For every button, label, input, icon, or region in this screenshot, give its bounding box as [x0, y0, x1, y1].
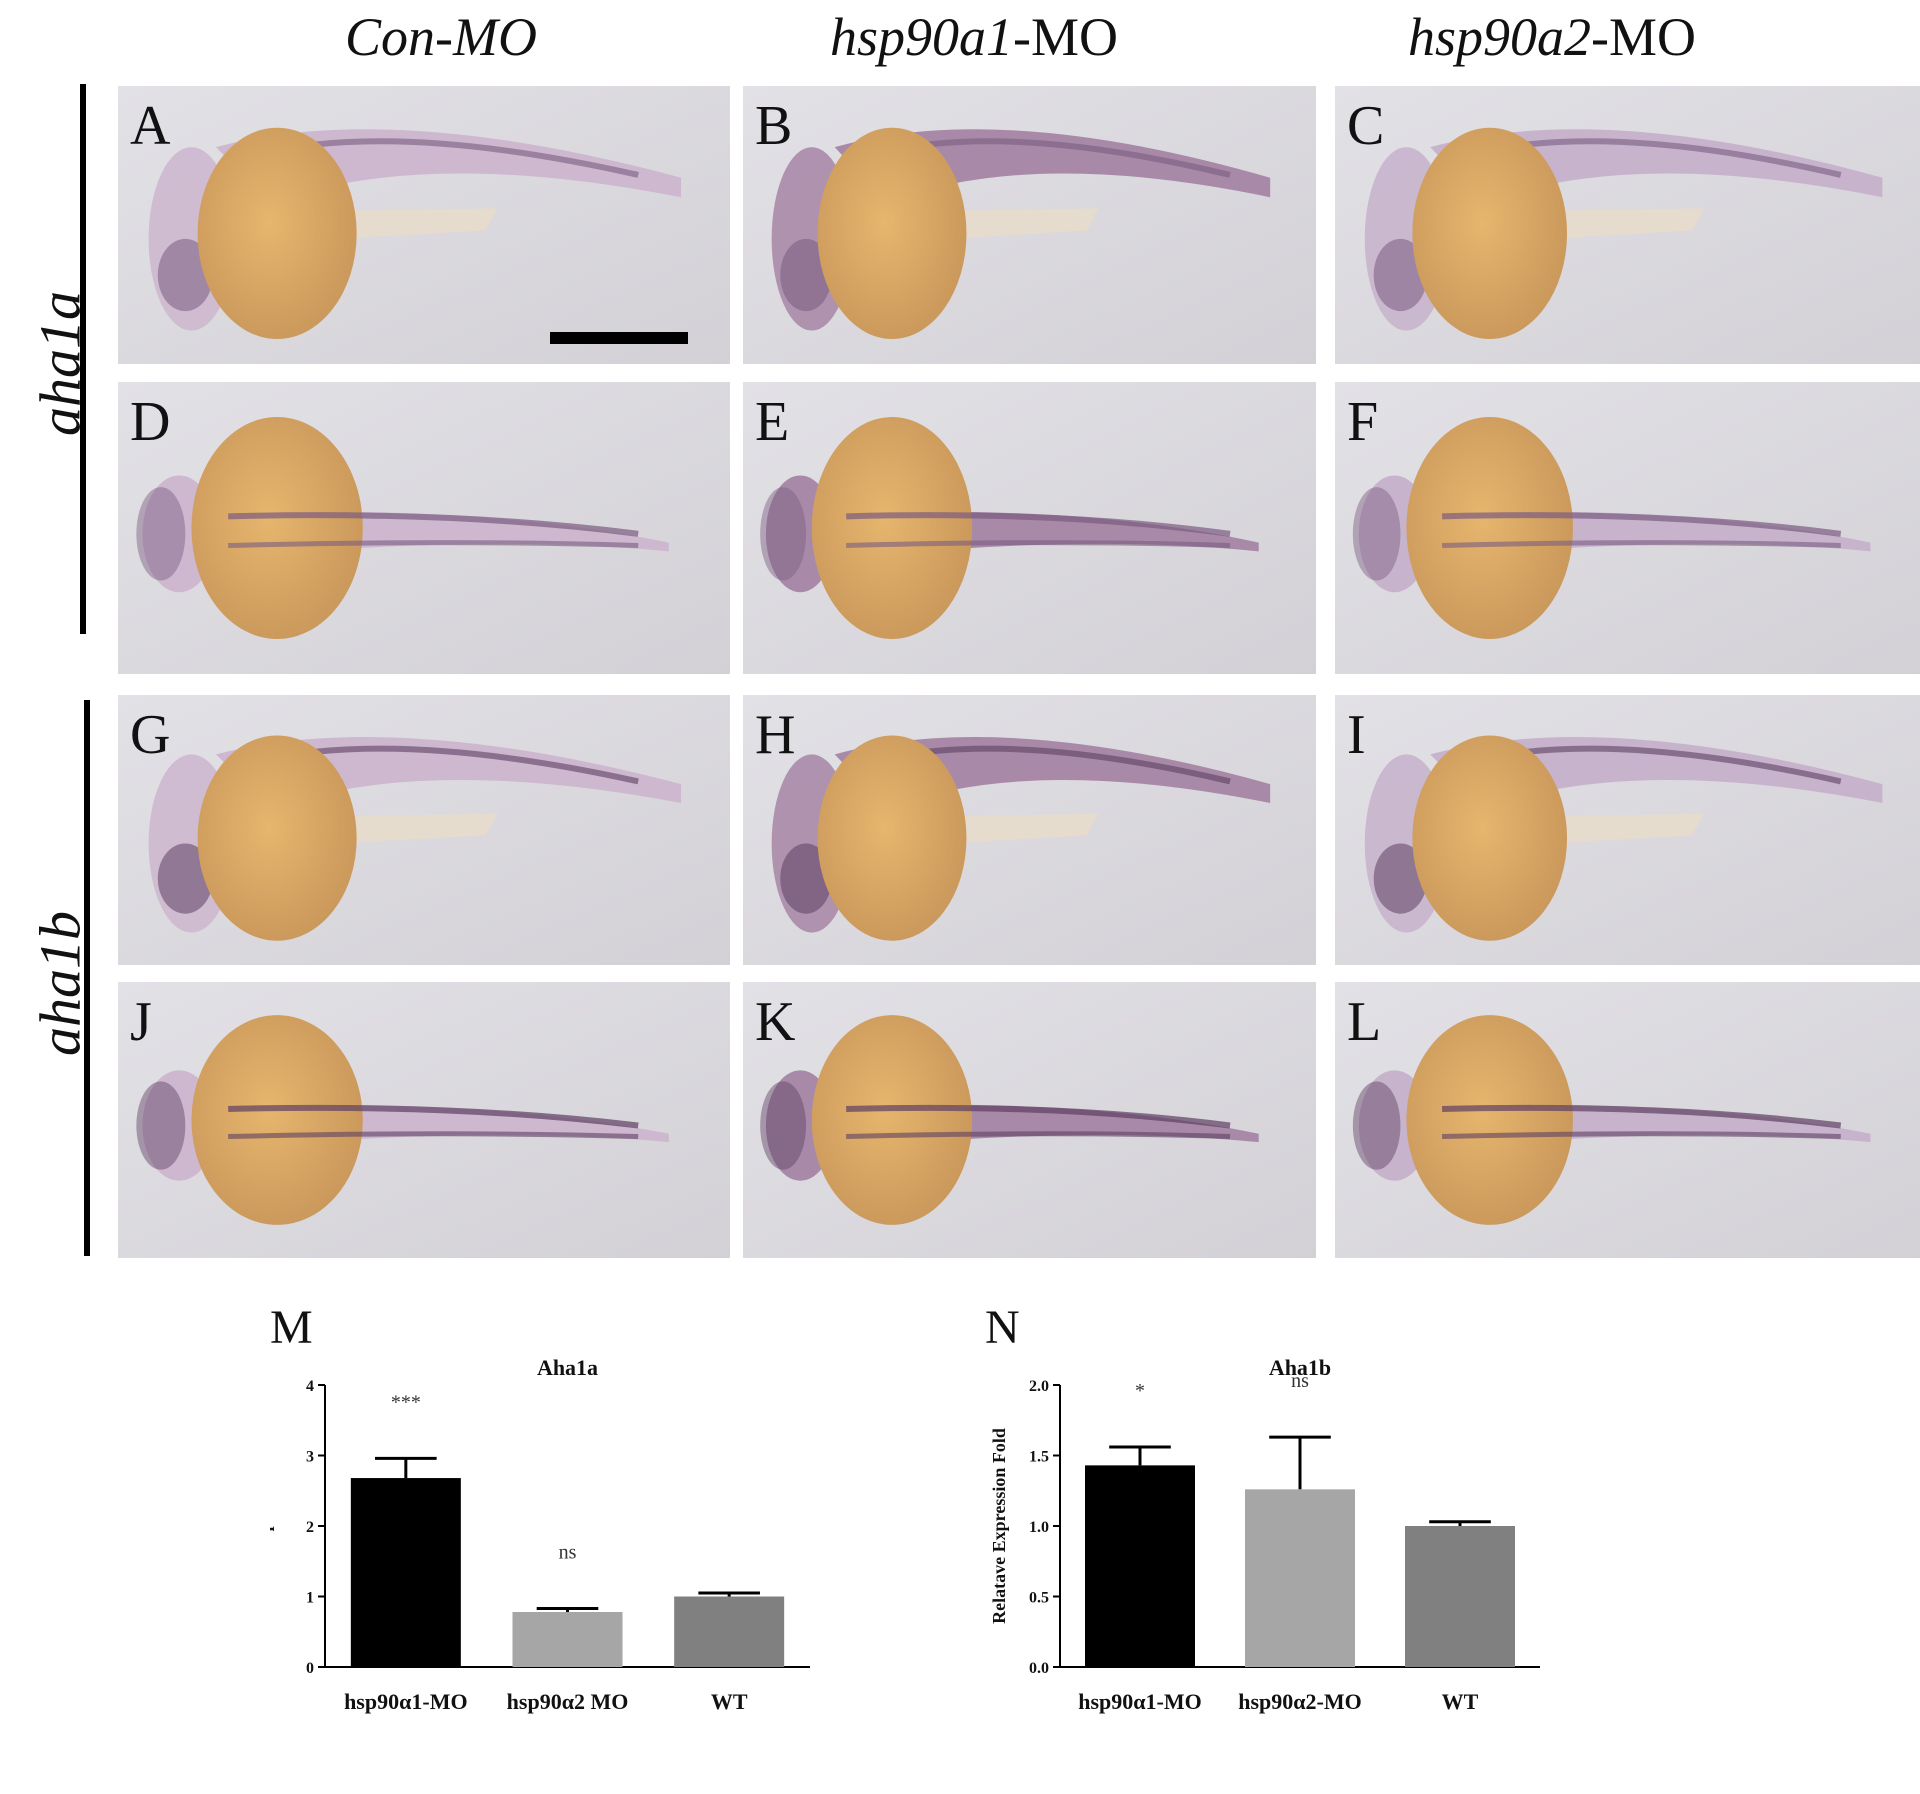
embryo-image-g [118, 695, 730, 965]
chart-letter-n: N [985, 1301, 1020, 1354]
significance-label: *** [391, 1391, 421, 1413]
embryo-image-d [118, 382, 730, 674]
chart-title: Aha1a [537, 1355, 598, 1380]
bar-chart-aha1a-svg: Aha1a Relatave Expression Fold 0 1 2 3 4 *** hsp… [254, 1355, 810, 1714]
panel-label-e: E [755, 391, 790, 453]
y-tick-label: 1.0 [1029, 1519, 1049, 1536]
panel-label-h: H [755, 704, 796, 766]
bar [674, 1596, 785, 1667]
embryo-image-k [743, 982, 1316, 1258]
micrograph-panel-g: G [118, 695, 730, 965]
panel-label-f: F [1347, 391, 1379, 453]
panel-label-l: L [1347, 991, 1382, 1053]
micrograph-panel-i: I [1335, 695, 1920, 965]
micrograph-panel-f: F [1335, 382, 1920, 674]
row-bracket-aha1a [80, 84, 86, 634]
scale-bar [550, 332, 688, 344]
y-axis-label: Relatave Expression Fold [989, 1428, 1009, 1624]
y-tick-label: 0.5 [1029, 1590, 1049, 1607]
y-tick-label: 3 [306, 1449, 314, 1466]
row-label-aha1a: aha1a [27, 291, 93, 436]
micrograph-panel-a: A [118, 86, 730, 364]
embryo-image-h [743, 695, 1316, 965]
panel-label-k: K [755, 991, 796, 1053]
panel-label-d: D [130, 391, 171, 453]
column-header-hsp90a2-mo: hsp90a2-MO [1408, 7, 1697, 67]
micrograph-panel-k: K [743, 982, 1316, 1258]
bar [512, 1612, 623, 1667]
significance-label: ns [1291, 1370, 1309, 1392]
panel-label-b: B [755, 95, 793, 157]
micrograph-panel-h: H [743, 695, 1316, 965]
embryo-image-e [743, 382, 1316, 674]
y-tick-label: 0.0 [1029, 1660, 1049, 1677]
column-header-italic: hsp90a1 [830, 7, 1014, 67]
panel-label-j: J [130, 991, 152, 1053]
embryo-image-c [1335, 86, 1920, 364]
panel-label-i: I [1347, 704, 1366, 766]
y-tick-label: 4 [306, 1378, 314, 1395]
micrograph-panel-d: D [118, 382, 730, 674]
x-tick-label: WT [711, 1689, 748, 1714]
bar-chart-aha1b: Aha1b Relatave Expression Fold 0.0 0.5 1.0 1.… [980, 1345, 1580, 1785]
bar [1245, 1489, 1355, 1667]
x-tick-label: hsp90α1-MO [344, 1689, 468, 1714]
y-tick-label: 1.5 [1029, 1449, 1049, 1466]
micrograph-panel-b: B [743, 86, 1316, 364]
embryo-image-f [1335, 382, 1920, 674]
y-tick-label: 2 [306, 1519, 314, 1536]
embryo-image-i [1335, 695, 1920, 965]
panel-label-c: C [1347, 95, 1385, 157]
x-tick-label: hsp90α2 MO [507, 1689, 629, 1714]
significance-label: * [1135, 1380, 1145, 1402]
bar [1405, 1526, 1515, 1667]
row-label-aha1b: aha1b [27, 911, 93, 1056]
x-tick-label: WT [1442, 1689, 1479, 1714]
panel-label-a: A [130, 95, 171, 157]
bar-chart-aha1a: Aha1a Relatave Expression Fold 0 1 2 3 4 *** hsp… [254, 1345, 830, 1785]
column-header-con-mo: Con-MO [345, 6, 537, 68]
y-tick-label: 2.0 [1029, 1378, 1049, 1395]
bar [350, 1478, 461, 1667]
micrograph-panel-j: J [118, 982, 730, 1258]
significance-label: ns [559, 1541, 577, 1563]
micrograph-panel-l: L [1335, 982, 1920, 1258]
micrograph-panel-c: C [1335, 86, 1920, 364]
bar [1085, 1465, 1195, 1667]
row-bracket-aha1b [84, 700, 90, 1256]
column-header-hsp90a1-mo: hsp90a1-MO [830, 7, 1119, 67]
panel-label-g: G [130, 704, 171, 766]
embryo-image-b [743, 86, 1316, 364]
y-tick-label: 0 [306, 1660, 314, 1677]
bar-chart-aha1b-svg: Aha1b Relatave Expression Fold 0.0 0.5 1.0 1.… [989, 1355, 1540, 1714]
embryo-image-l [1335, 982, 1920, 1258]
y-axis-label: Relatave Expression Fold [270, 1428, 274, 1624]
x-tick-label: hsp90α1-MO [1078, 1689, 1202, 1714]
y-tick-label: 1 [306, 1590, 314, 1607]
x-tick-label: hsp90α2-MO [1238, 1689, 1362, 1714]
chart-letter-m: M [270, 1301, 313, 1354]
embryo-image-j [118, 982, 730, 1258]
column-header-italic: hsp90a2 [1408, 7, 1592, 67]
chart-title: Aha1b [1269, 1355, 1331, 1380]
column-header-italic: Con-MO [345, 7, 537, 67]
micrograph-panel-e: E [743, 382, 1316, 674]
embryo-image-a [118, 86, 730, 364]
